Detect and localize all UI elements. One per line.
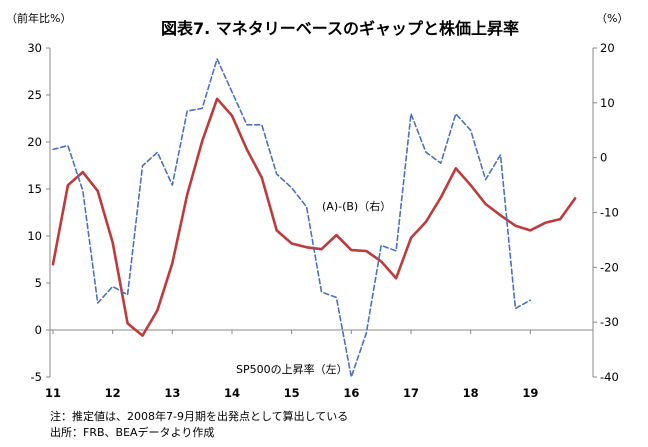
series-line-sp500 xyxy=(51,97,577,337)
right-axis-tick-label: -30 xyxy=(600,315,619,329)
x-axis-tick-label: 16 xyxy=(343,386,359,400)
series-lines xyxy=(51,58,577,378)
x-axis-tick-label: 17 xyxy=(403,386,419,400)
series-line-ab xyxy=(52,58,532,378)
left-axis-tick-label: 30 xyxy=(27,41,42,55)
x-axis-tick-label: 18 xyxy=(463,386,479,400)
annotation-sp500-left: SP500の上昇率（左） xyxy=(236,362,348,376)
right-axis-unit: （%） xyxy=(596,12,628,25)
left-axis-tick-label: 15 xyxy=(27,182,42,196)
note-estimate: 注：推定値は、2008年7-9月期を出発点として算出している xyxy=(50,410,349,423)
left-axis-tick-label: 20 xyxy=(27,135,42,149)
x-axis-tick-label: 11 xyxy=(45,386,61,400)
axes: -5 0 5 10 15 20 25 30 -40 -30 -20 -10 0 10 20 11 12 13 14 1… xyxy=(27,41,618,400)
x-axis-tick-label: 19 xyxy=(522,386,538,400)
right-axis-tick-label: 10 xyxy=(600,96,615,110)
x-axis-tick-label: 13 xyxy=(164,386,180,400)
left-axis-unit: （前年比%） xyxy=(6,11,71,25)
annotation-ab-right: (A)-(B)（右） xyxy=(322,199,391,213)
right-axis-tick-label: 20 xyxy=(600,41,615,55)
x-axis-tick-label: 12 xyxy=(105,386,121,400)
right-axis-tick-label: -10 xyxy=(600,206,619,220)
x-axis-tick-label: 14 xyxy=(224,386,240,400)
left-axis-tick-label: 25 xyxy=(27,88,42,102)
left-axis-tick-label: 10 xyxy=(27,229,42,243)
left-axis-tick-label: 5 xyxy=(35,276,42,290)
note-source: 出所：FRB、BEAデータより作成 xyxy=(50,426,215,439)
left-axis-tick-label: 0 xyxy=(35,323,42,337)
chart-title: 図表7. マネタリーベースのギャップと株価上昇率 xyxy=(161,19,519,38)
x-axis-tick-label: 15 xyxy=(284,386,300,400)
right-axis-tick-label: -40 xyxy=(600,370,619,384)
right-axis-tick-label: -20 xyxy=(600,260,619,274)
left-axis-tick-label: -5 xyxy=(31,370,42,384)
right-axis-tick-label: 0 xyxy=(600,151,607,165)
